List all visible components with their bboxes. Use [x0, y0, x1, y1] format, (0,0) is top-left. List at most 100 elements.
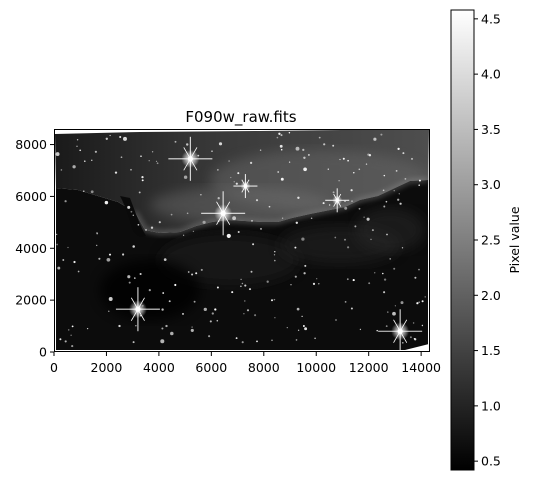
bright-stars	[115, 136, 423, 352]
bright-star	[233, 174, 258, 199]
star	[304, 327, 308, 331]
star	[73, 260, 76, 264]
star	[155, 160, 158, 163]
star	[288, 132, 291, 134]
cloud-texture	[355, 208, 425, 252]
star	[232, 216, 237, 221]
star	[359, 328, 362, 331]
star	[401, 341, 404, 344]
star	[72, 165, 76, 169]
star	[374, 272, 376, 274]
star	[273, 298, 276, 301]
star	[161, 308, 164, 311]
star	[296, 307, 300, 311]
ridge-edge	[133, 178, 429, 235]
y-tick-label: 6000	[15, 189, 47, 204]
star	[401, 247, 404, 249]
x-tick-label: 14000	[401, 360, 441, 375]
colorbar-gradient	[450, 9, 475, 471]
star	[139, 272, 142, 276]
star	[418, 301, 421, 304]
star	[271, 339, 273, 342]
star	[260, 227, 262, 230]
star	[122, 253, 125, 256]
colorbar: 0.5 1.0 1.5 2.0 2.5 3.0 3.5 4.0 4.5 Pixel value	[450, 9, 522, 471]
star	[339, 158, 341, 161]
star	[255, 199, 259, 202]
star	[310, 217, 313, 220]
star	[151, 151, 154, 153]
colorbar-tick-label: 1.0	[481, 398, 501, 413]
star	[370, 238, 372, 241]
star	[335, 319, 337, 321]
star	[338, 180, 340, 182]
star	[279, 144, 283, 148]
star	[402, 152, 405, 155]
star	[148, 160, 150, 162]
star	[421, 324, 424, 327]
bright-star	[115, 287, 160, 332]
star	[98, 257, 101, 260]
star	[268, 205, 271, 208]
star	[394, 305, 396, 307]
star	[216, 319, 219, 322]
x-tick-label: 8000	[248, 360, 280, 375]
star	[363, 216, 365, 218]
bright-star	[201, 191, 246, 236]
colorbar-tick-label: 1.5	[481, 343, 501, 358]
star	[240, 278, 242, 281]
star	[398, 193, 400, 195]
star	[218, 142, 223, 146]
star	[316, 278, 318, 280]
star	[211, 150, 213, 153]
star	[141, 179, 144, 182]
x-tick-label: 6000	[195, 360, 227, 375]
star	[368, 154, 372, 157]
star	[150, 226, 154, 229]
star	[90, 190, 94, 194]
star	[301, 237, 305, 241]
star	[270, 299, 274, 302]
bright-star	[325, 188, 350, 213]
star	[280, 148, 283, 151]
pillar-tendril	[120, 196, 146, 237]
star	[288, 161, 291, 163]
star	[273, 254, 276, 256]
y-tick-label: 2000	[15, 293, 47, 308]
star	[276, 136, 279, 139]
star	[162, 292, 165, 294]
star	[77, 270, 80, 273]
star	[217, 197, 220, 200]
star	[243, 313, 245, 315]
star	[344, 206, 348, 210]
star	[323, 143, 326, 146]
star	[71, 345, 74, 348]
star	[135, 325, 137, 327]
star	[389, 258, 392, 260]
star	[76, 139, 79, 141]
star	[277, 171, 280, 173]
star	[418, 268, 420, 271]
star	[138, 191, 141, 194]
star	[94, 150, 97, 153]
star	[228, 160, 230, 162]
y-axis: 0 2000 4000 6000 8000	[15, 137, 54, 360]
star	[387, 311, 389, 313]
star	[295, 146, 300, 151]
star	[70, 334, 72, 336]
star	[64, 200, 67, 203]
colorbar-ticks: 0.5 1.0 1.5 2.0 2.5 3.0 3.5 4.0 4.5	[474, 11, 501, 469]
star	[217, 169, 219, 171]
star	[191, 273, 194, 276]
bright-star	[378, 309, 423, 352]
x-tick-label: 4000	[143, 360, 175, 375]
star	[174, 140, 177, 143]
colorbar-tick-label: 4.5	[481, 11, 501, 26]
star	[347, 246, 350, 249]
star	[252, 243, 255, 246]
star	[195, 272, 198, 275]
star	[216, 286, 219, 289]
star	[96, 244, 98, 247]
star	[297, 196, 300, 199]
star	[56, 233, 58, 236]
